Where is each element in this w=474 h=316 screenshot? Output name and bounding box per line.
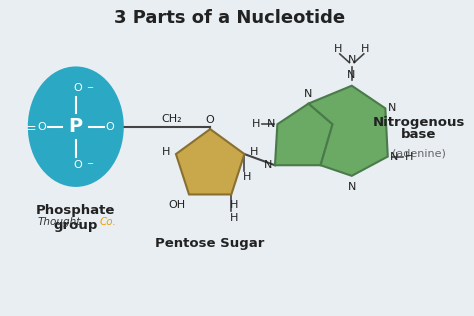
Polygon shape xyxy=(176,129,245,194)
Text: P: P xyxy=(69,117,83,136)
Text: group: group xyxy=(54,219,98,232)
Text: O: O xyxy=(73,161,82,170)
Polygon shape xyxy=(275,104,333,165)
Text: −: − xyxy=(86,83,93,92)
Text: N: N xyxy=(303,89,312,99)
Text: O: O xyxy=(206,115,215,125)
Text: H: H xyxy=(243,172,251,182)
Text: H: H xyxy=(361,44,369,54)
Text: O: O xyxy=(73,83,82,93)
Ellipse shape xyxy=(28,66,124,187)
Text: N: N xyxy=(347,55,356,65)
Text: CH₂: CH₂ xyxy=(162,114,182,124)
Text: N: N xyxy=(346,70,355,80)
Text: N: N xyxy=(388,103,396,113)
Text: H: H xyxy=(229,200,238,210)
Text: H: H xyxy=(334,44,343,54)
Text: Co.: Co. xyxy=(100,217,116,227)
Polygon shape xyxy=(309,86,388,176)
Text: H: H xyxy=(162,147,170,157)
Text: =: = xyxy=(26,122,36,135)
Text: Phosphate: Phosphate xyxy=(36,204,116,217)
Text: N: N xyxy=(347,182,356,191)
Text: N: N xyxy=(266,119,275,129)
Text: H: H xyxy=(229,213,238,223)
Text: N: N xyxy=(390,152,399,161)
Text: N: N xyxy=(264,160,273,170)
Text: −: − xyxy=(86,160,93,168)
Text: base: base xyxy=(401,128,437,141)
Text: O: O xyxy=(106,122,114,132)
Text: H: H xyxy=(405,152,413,161)
Text: O: O xyxy=(37,122,46,132)
Text: H: H xyxy=(250,147,258,157)
Text: (adenine): (adenine) xyxy=(392,148,446,158)
Text: OH: OH xyxy=(168,200,185,210)
Text: Nitrogenous: Nitrogenous xyxy=(373,116,465,129)
Text: Pentose Sugar: Pentose Sugar xyxy=(155,237,265,250)
Text: 3 Parts of a Nucleotide: 3 Parts of a Nucleotide xyxy=(114,9,345,27)
Text: H: H xyxy=(252,119,261,129)
Text: Thought: Thought xyxy=(38,217,81,227)
